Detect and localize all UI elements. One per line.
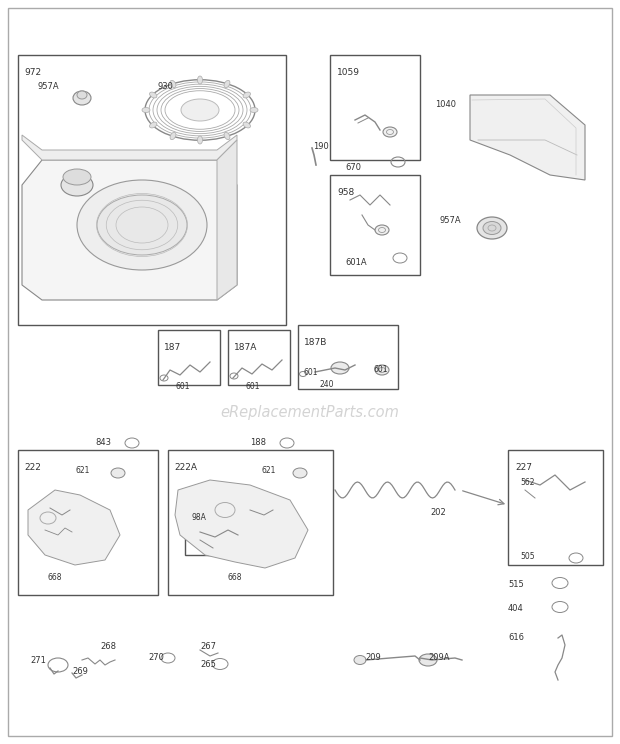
Ellipse shape	[77, 180, 207, 270]
Text: 505: 505	[520, 552, 534, 561]
Ellipse shape	[73, 91, 91, 105]
Text: 240: 240	[320, 380, 335, 389]
Text: 265: 265	[200, 660, 216, 669]
Bar	[228, 330, 290, 385]
Bar	[158, 330, 220, 385]
Text: 601: 601	[374, 365, 389, 374]
Ellipse shape	[198, 136, 203, 144]
Text: 187A: 187A	[234, 343, 257, 352]
Bar	[185, 500, 255, 555]
Ellipse shape	[477, 217, 507, 239]
Text: 930: 930	[158, 82, 174, 91]
Text: 972: 972	[24, 68, 41, 77]
Ellipse shape	[149, 92, 157, 98]
Ellipse shape	[375, 365, 389, 375]
Ellipse shape	[111, 468, 125, 478]
Ellipse shape	[198, 76, 203, 84]
Ellipse shape	[224, 132, 230, 140]
Bar	[330, 175, 420, 275]
Ellipse shape	[77, 91, 87, 99]
Ellipse shape	[170, 132, 176, 140]
Text: 190: 190	[313, 142, 329, 151]
Text: 222: 222	[24, 463, 41, 472]
Polygon shape	[470, 95, 585, 180]
Ellipse shape	[181, 99, 219, 121]
Text: 227: 227	[515, 463, 532, 472]
Text: 269: 269	[72, 667, 88, 676]
Polygon shape	[28, 490, 120, 565]
Polygon shape	[217, 140, 237, 300]
Text: 187B: 187B	[304, 338, 327, 347]
Ellipse shape	[142, 107, 150, 112]
Ellipse shape	[383, 127, 397, 137]
Text: 957A: 957A	[440, 216, 462, 225]
Ellipse shape	[243, 122, 250, 128]
Text: 209A: 209A	[428, 653, 450, 662]
Bar	[168, 450, 333, 595]
Text: 601A: 601A	[345, 258, 366, 267]
Bar	[508, 450, 603, 565]
Text: 187: 187	[164, 343, 181, 352]
Text: 404: 404	[508, 604, 524, 613]
Text: 1059: 1059	[337, 68, 360, 77]
Bar	[298, 325, 398, 389]
Ellipse shape	[149, 122, 157, 128]
Text: 958: 958	[337, 188, 354, 197]
Ellipse shape	[63, 169, 91, 185]
Text: 601: 601	[175, 382, 190, 391]
Text: 515: 515	[508, 580, 524, 589]
Text: 601: 601	[246, 382, 260, 391]
Text: 98A: 98A	[191, 513, 206, 522]
Text: 1040: 1040	[435, 100, 456, 109]
Ellipse shape	[97, 195, 187, 255]
Text: 268: 268	[100, 642, 116, 651]
Ellipse shape	[331, 362, 349, 374]
Ellipse shape	[243, 92, 250, 98]
Text: 621: 621	[75, 466, 89, 475]
Ellipse shape	[61, 174, 93, 196]
Ellipse shape	[354, 655, 366, 664]
Text: 668: 668	[48, 573, 63, 582]
Bar	[18, 450, 158, 595]
Bar	[330, 55, 420, 160]
Polygon shape	[175, 480, 308, 568]
Ellipse shape	[293, 468, 307, 478]
Text: 271: 271	[30, 656, 46, 665]
Ellipse shape	[483, 222, 501, 234]
Bar	[18, 55, 286, 325]
Polygon shape	[22, 135, 237, 160]
Ellipse shape	[375, 225, 389, 235]
Ellipse shape	[250, 107, 258, 112]
Text: 843: 843	[95, 438, 111, 447]
Ellipse shape	[170, 80, 176, 88]
Text: 616: 616	[508, 633, 524, 642]
Text: 267: 267	[200, 642, 216, 651]
Text: 562: 562	[520, 478, 534, 487]
Text: 670: 670	[345, 163, 361, 172]
Text: 222A: 222A	[174, 463, 197, 472]
Text: 621: 621	[262, 466, 277, 475]
Text: 188: 188	[250, 438, 266, 447]
Text: 202: 202	[430, 508, 446, 517]
Text: 209: 209	[365, 653, 381, 662]
Text: 668: 668	[228, 573, 242, 582]
Ellipse shape	[419, 654, 437, 666]
Ellipse shape	[224, 80, 230, 88]
Text: 957A: 957A	[38, 82, 60, 91]
Text: eReplacementParts.com: eReplacementParts.com	[221, 405, 399, 420]
Text: 270: 270	[148, 653, 164, 662]
Polygon shape	[22, 160, 237, 300]
Text: 601: 601	[304, 368, 319, 377]
